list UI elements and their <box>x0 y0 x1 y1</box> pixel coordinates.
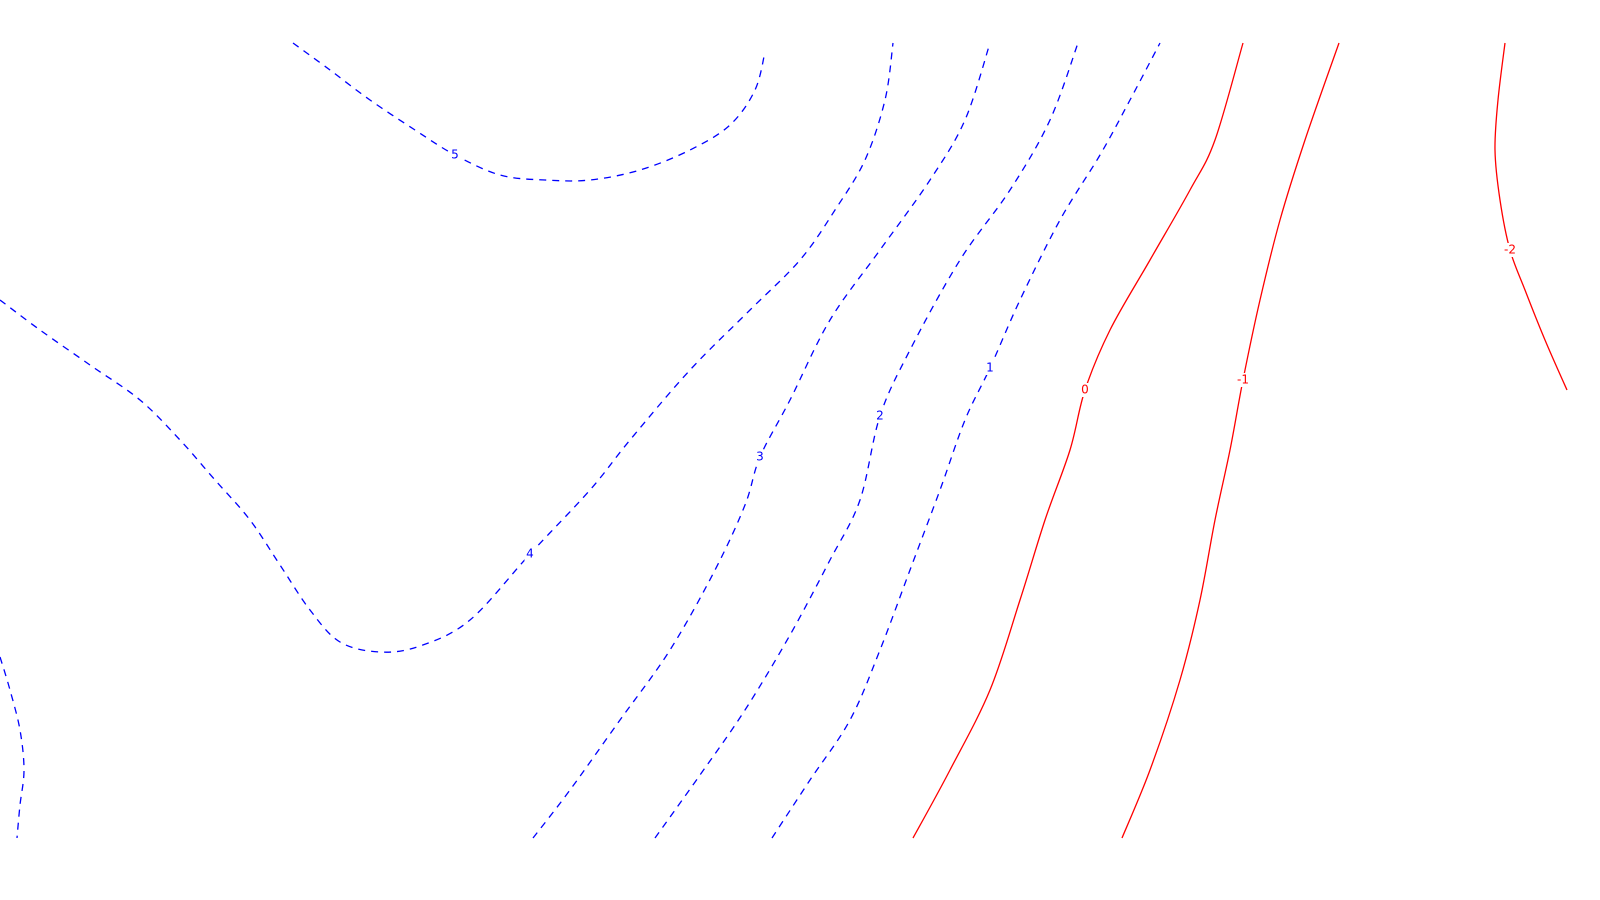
contour-lines <box>0 42 1568 839</box>
contour-label-level-4: 4 <box>526 547 534 561</box>
contour-line-level-4 <box>0 42 894 653</box>
contour-label-background <box>449 148 461 162</box>
contour-line-level-0 <box>912 42 1244 839</box>
contour-label-background <box>754 450 766 464</box>
contour-line-level-neg2 <box>1494 42 1568 391</box>
contour-line-level-neg1 <box>1121 42 1340 839</box>
contour-label-background <box>1079 383 1091 397</box>
contour-label-level-5: 5 <box>451 148 459 162</box>
contour-line-level-1 <box>771 42 1161 839</box>
contour-labels: 5 4 3 2 1 0 -1 -2 <box>449 148 1519 561</box>
contour-label-background <box>1234 373 1252 387</box>
contour-label-level-neg2: -2 <box>1504 243 1516 257</box>
contour-line-level-4 <box>0 656 25 839</box>
contour-label-level-1: 1 <box>986 361 994 375</box>
contour-line-level-3 <box>532 42 991 839</box>
contour-label-background <box>1501 243 1519 257</box>
contour-line-level-2 <box>654 42 1079 839</box>
contour-label-background <box>524 547 536 561</box>
contour-label-background <box>984 361 996 375</box>
contour-line-level-5 <box>292 42 766 182</box>
contour-label-level-3: 3 <box>756 450 764 464</box>
contour-label-level-0: 0 <box>1081 383 1089 397</box>
contour-label-background <box>874 409 886 423</box>
contour-label-level-2: 2 <box>876 409 884 423</box>
contour-label-level-neg1: -1 <box>1237 373 1249 387</box>
